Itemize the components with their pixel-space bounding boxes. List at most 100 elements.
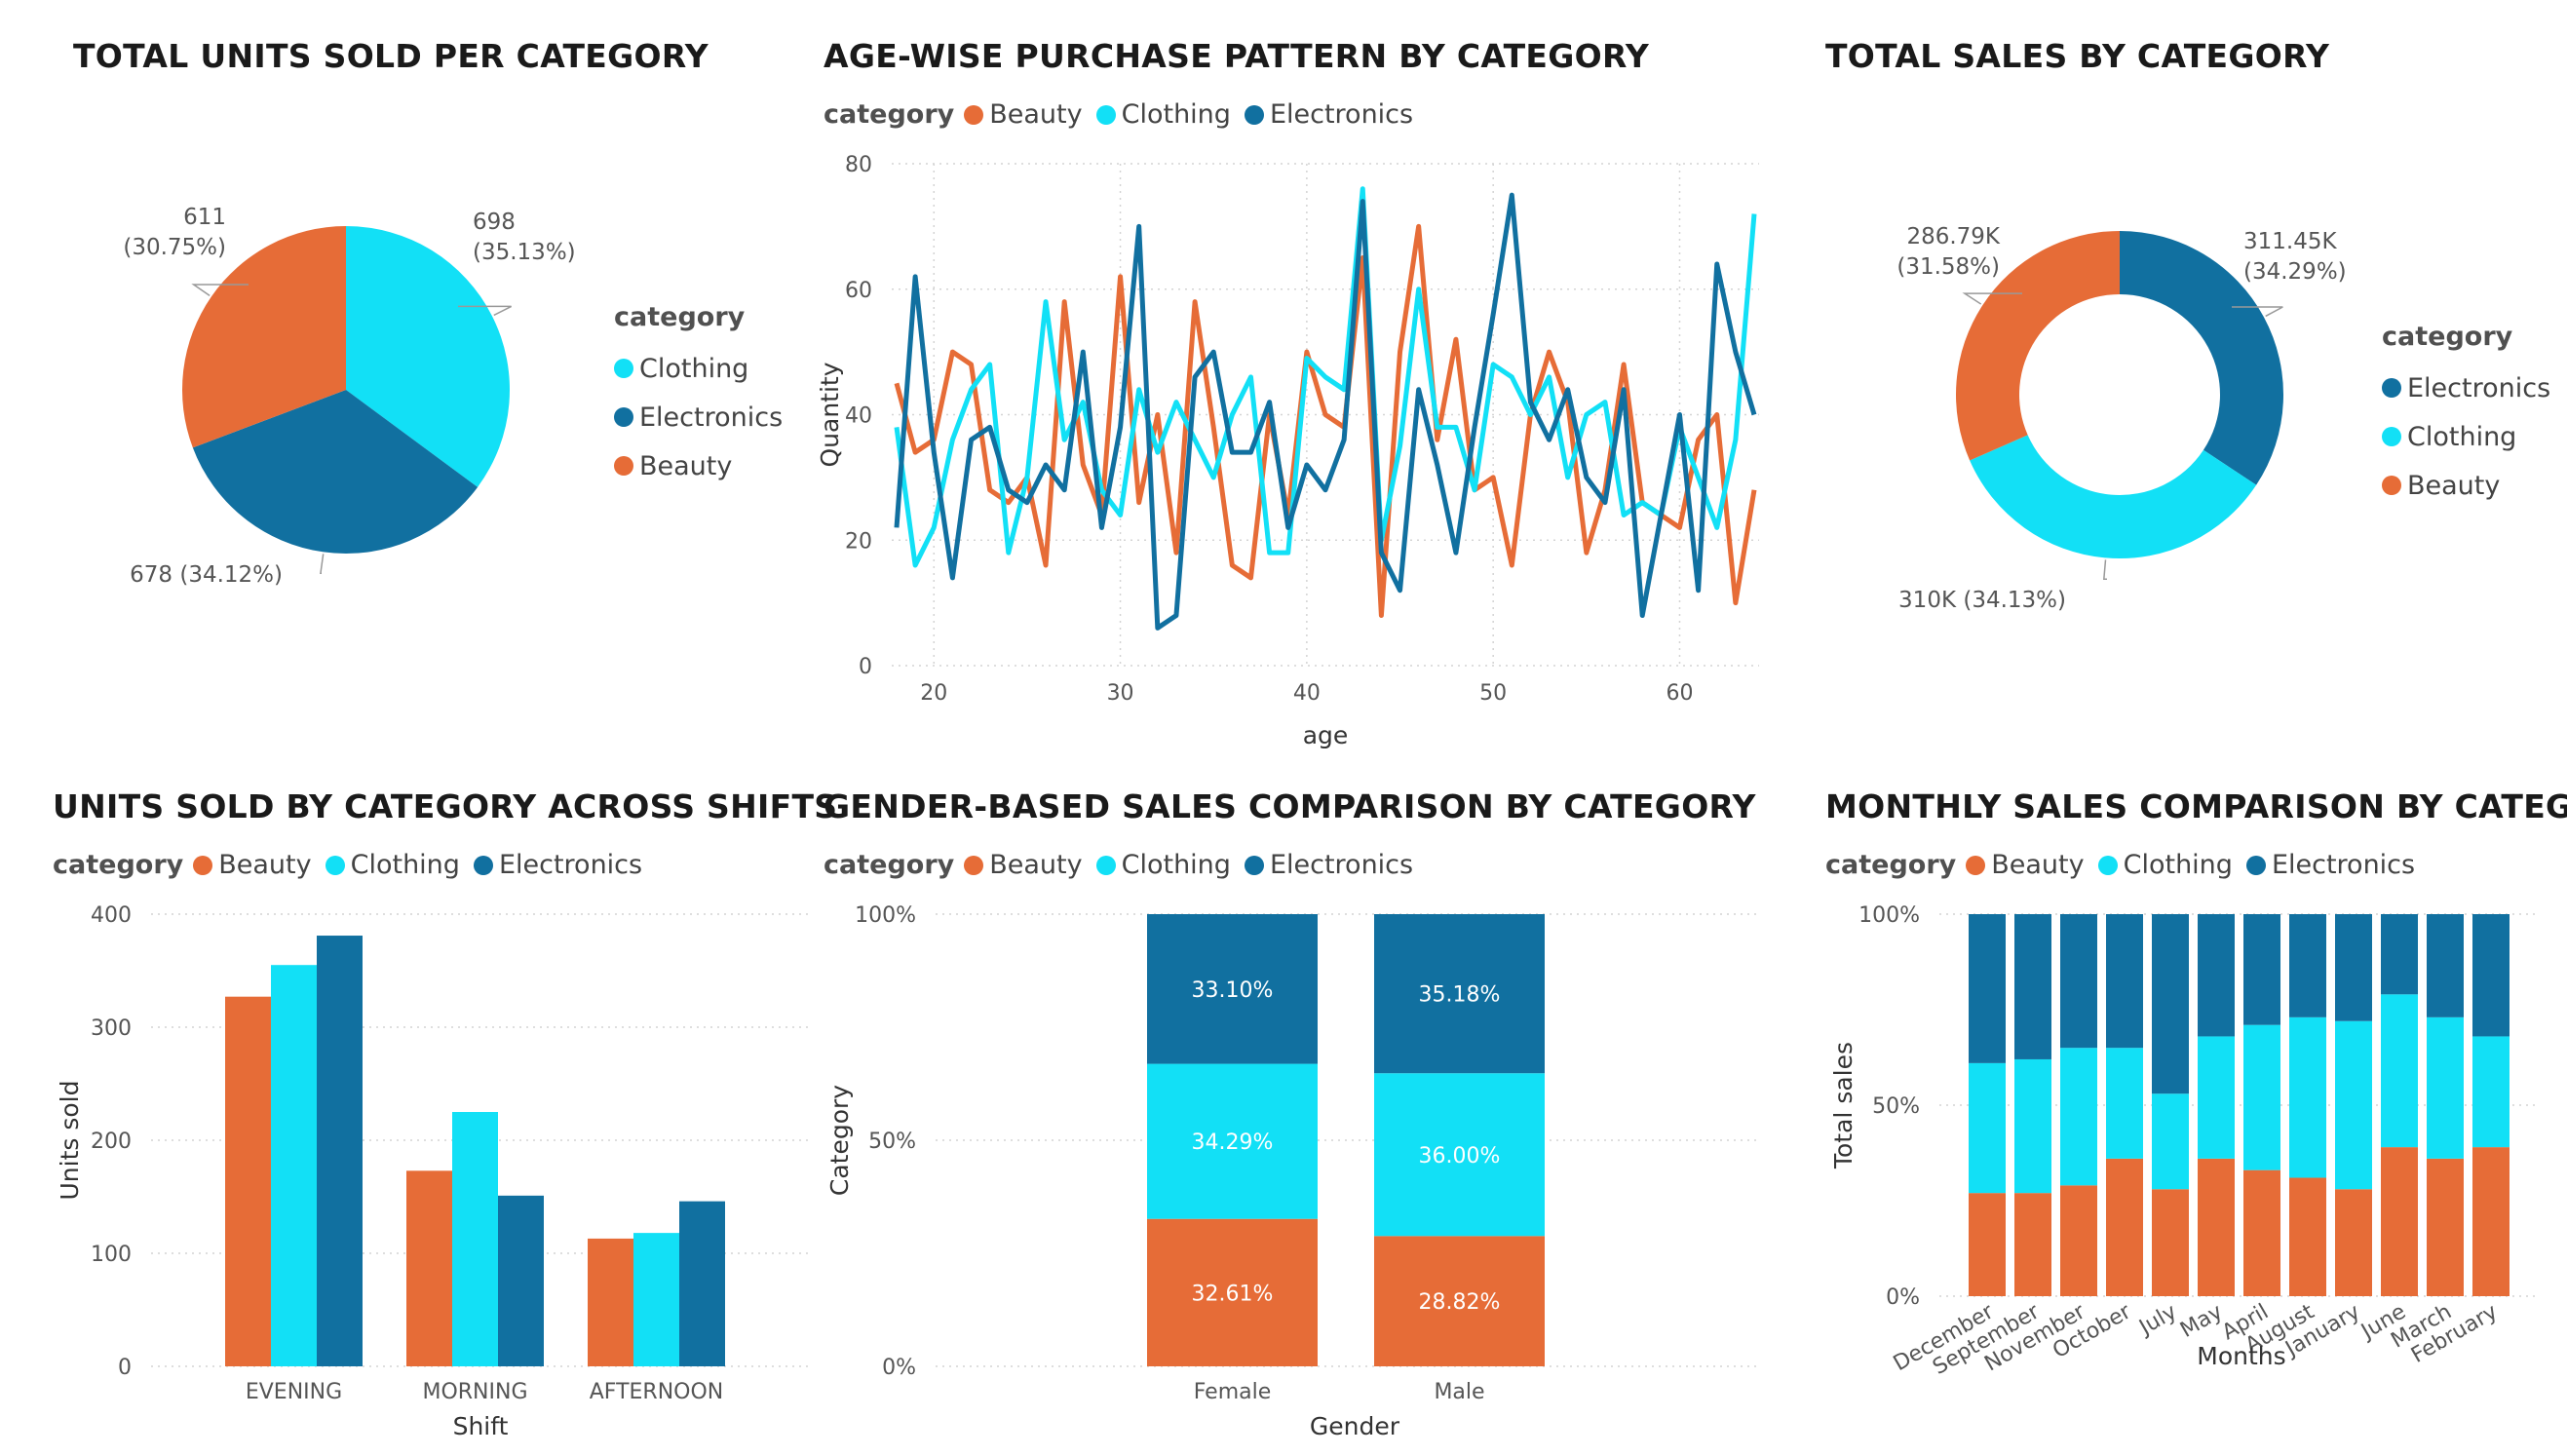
legend-dot-icon xyxy=(473,855,493,875)
y-tick-label: 0 xyxy=(118,1356,132,1380)
legend-label: Electronics xyxy=(498,850,643,880)
y-tick-label: 60 xyxy=(845,279,872,303)
bar-segment-clothing xyxy=(2014,1058,2051,1194)
bar-beauty xyxy=(225,996,271,1366)
data-label: 35.18% xyxy=(1419,983,1501,1008)
legend-item[interactable]: Clothing xyxy=(2097,850,2233,880)
data-label: 36.00% xyxy=(1419,1144,1501,1169)
pie-slice-clothing xyxy=(1970,435,2257,559)
y-tick-label: 40 xyxy=(845,404,872,429)
legend-label: Electronics xyxy=(1269,99,1414,130)
pie-slice-beauty xyxy=(182,226,346,448)
bar-segment-clothing xyxy=(2472,1036,2510,1148)
y-axis-label: Total sales xyxy=(1829,1042,1858,1169)
bar-beauty xyxy=(588,1238,633,1366)
legend-item[interactable]: Electronics xyxy=(2245,850,2416,880)
pie-slice-clothing xyxy=(346,226,511,487)
age-line-legend: category Beauty Clothing Electronics xyxy=(824,99,1427,130)
legend-item[interactable]: Beauty xyxy=(193,850,312,880)
bar-segment-electronics xyxy=(2014,914,2051,1059)
bar-segment-electronics xyxy=(2152,914,2189,1094)
legend-title: category xyxy=(824,850,955,880)
legend-item[interactable]: Beauty xyxy=(964,99,1083,130)
slice-pct-label: (34.29%) xyxy=(2243,259,2347,285)
legend-label: Electronics xyxy=(2407,372,2551,403)
pie-slice-beauty xyxy=(1956,231,2120,461)
bar-segment-clothing xyxy=(1147,1063,1318,1219)
legend-label: Electronics xyxy=(2271,850,2416,880)
x-tick-label: May xyxy=(2176,1300,2227,1343)
legend-item[interactable]: Electronics xyxy=(473,850,643,880)
bar-clothing xyxy=(633,1233,679,1366)
legend-item[interactable]: Beauty xyxy=(614,441,783,490)
bar-segment-clothing xyxy=(2289,1016,2326,1178)
legend-title: category xyxy=(2382,322,2513,352)
month-bar-chart: 0%50%100%DecemberSeptemberNovemberOctobe… xyxy=(1829,903,2539,1380)
legend-item[interactable]: Electronics xyxy=(1244,850,1413,880)
legend-dot-icon xyxy=(614,359,633,378)
legend-item[interactable]: Electronics xyxy=(1244,99,1414,130)
line-series-clothing xyxy=(894,186,1757,568)
gender-bar-title: GENDER-BASED SALES COMPARISON BY CATEGOR… xyxy=(824,787,1756,825)
bar-segment-beauty xyxy=(2472,1147,2510,1296)
y-tick-label: 20 xyxy=(845,529,872,554)
legend-item[interactable]: Electronics xyxy=(614,393,783,441)
legend-dot-icon xyxy=(964,855,984,875)
legend-item[interactable]: Clothing xyxy=(2382,412,2550,461)
legend-item[interactable]: Clothing xyxy=(325,850,460,880)
y-axis-label: Units sold xyxy=(56,1081,84,1201)
legend-label: Beauty xyxy=(1991,850,2085,880)
month-bar-title: MONTHLY SALES COMPARISON BY CATEGORY xyxy=(1825,787,2567,825)
leader-line xyxy=(2232,306,2283,318)
legend-label: Beauty xyxy=(989,850,1083,880)
legend-item[interactable]: Electronics xyxy=(2382,364,2550,412)
x-tick-label: AFTERNOON xyxy=(590,1380,724,1404)
bar-segment-beauty xyxy=(2152,1189,2189,1296)
bar-segment-beauty xyxy=(1969,1193,2006,1296)
legend-dot-icon xyxy=(2382,476,2401,495)
legend-dot-icon xyxy=(964,104,984,125)
bar-segment-beauty xyxy=(1147,1218,1318,1366)
legend-label: Clothing xyxy=(639,353,749,384)
legend-item[interactable]: Beauty xyxy=(964,850,1083,880)
legend-item[interactable]: Clothing xyxy=(614,344,783,393)
y-axis-label: Quantity xyxy=(819,362,844,467)
legend-title: category xyxy=(824,99,955,130)
leader-line xyxy=(1962,292,2022,305)
y-tick-label: 400 xyxy=(91,903,132,928)
bar-segment-clothing xyxy=(2198,1036,2235,1159)
slice-label: 310K (34.13%) xyxy=(1898,588,2066,613)
bar-segment-clothing xyxy=(2060,1048,2097,1186)
legend-dot-icon xyxy=(1244,855,1264,875)
x-tick-label: 60 xyxy=(1666,681,1693,706)
bar-segment-electronics xyxy=(2289,914,2326,1017)
y-tick-label: 0 xyxy=(859,655,872,679)
legend-item[interactable]: Clothing xyxy=(1095,99,1231,130)
bar-segment-clothing xyxy=(2427,1016,2464,1159)
pie-slice-electronics xyxy=(2120,231,2283,485)
data-label: 34.29% xyxy=(1192,1130,1274,1155)
legend-item[interactable]: Beauty xyxy=(1966,850,2085,880)
sales-donut-title: TOTAL SALES BY CATEGORY xyxy=(1825,37,2330,75)
bar-segment-electronics xyxy=(1147,914,1318,1064)
units-pie-legend: category Clothing Electronics Beauty xyxy=(614,302,783,490)
bar-segment-electronics xyxy=(1374,914,1545,1074)
data-label: 32.61% xyxy=(1192,1282,1274,1306)
legend-item[interactable]: Clothing xyxy=(1095,850,1231,880)
legend-item[interactable]: Beauty xyxy=(2382,461,2550,510)
x-tick-label: Male xyxy=(1434,1380,1484,1404)
bar-electronics xyxy=(317,936,363,1366)
bar-clothing xyxy=(271,965,317,1366)
line-series-electronics xyxy=(894,192,1757,631)
bar-segment-electronics xyxy=(1969,914,2006,1063)
bar-segment-electronics xyxy=(2472,914,2510,1037)
bar-beauty xyxy=(406,1170,452,1366)
bar-segment-electronics xyxy=(2106,914,2143,1049)
bar-segment-electronics xyxy=(2427,914,2464,1017)
x-tick-label: MORNING xyxy=(422,1380,527,1404)
legend-label: Clothing xyxy=(350,850,460,880)
bar-segment-beauty xyxy=(2198,1158,2235,1296)
slice-pct-label: (30.75%) xyxy=(123,235,226,260)
y-tick-label: 0% xyxy=(882,1356,916,1380)
legend-dot-icon xyxy=(1244,104,1264,125)
